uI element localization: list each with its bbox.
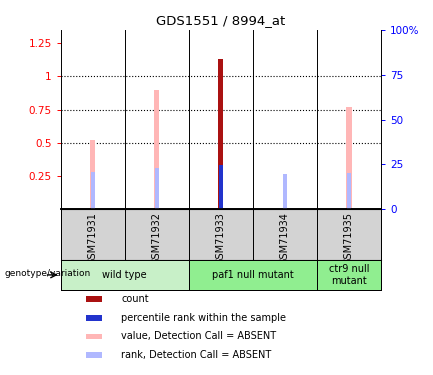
Bar: [155, 168, 158, 209]
Text: value, Detection Call = ABSENT: value, Detection Call = ABSENT: [122, 332, 277, 342]
Bar: [86, 352, 102, 358]
Bar: [86, 297, 102, 302]
Bar: [91, 172, 94, 209]
Bar: [283, 174, 287, 209]
Text: count: count: [122, 294, 149, 304]
Bar: [189, 260, 317, 290]
Text: wild type: wild type: [102, 270, 147, 280]
Text: GSM71935: GSM71935: [344, 212, 354, 265]
Text: GSM71933: GSM71933: [216, 212, 226, 265]
Text: GSM71932: GSM71932: [152, 212, 162, 265]
Bar: [346, 107, 352, 209]
Text: GSM71934: GSM71934: [280, 212, 290, 265]
Bar: [253, 209, 317, 260]
Text: ctr9 null
mutant: ctr9 null mutant: [329, 264, 369, 286]
Bar: [154, 90, 159, 209]
Bar: [347, 173, 351, 209]
Bar: [317, 209, 381, 260]
Bar: [86, 334, 102, 339]
Bar: [61, 260, 189, 290]
Text: GSM71931: GSM71931: [87, 212, 98, 265]
Text: genotype/variation: genotype/variation: [4, 268, 90, 278]
Bar: [189, 209, 253, 260]
Text: rank, Detection Call = ABSENT: rank, Detection Call = ABSENT: [122, 350, 272, 360]
Bar: [61, 209, 125, 260]
Bar: [125, 209, 189, 260]
Bar: [90, 140, 95, 209]
Bar: [218, 59, 223, 209]
Text: percentile rank within the sample: percentile rank within the sample: [122, 313, 287, 323]
Title: GDS1551 / 8994_at: GDS1551 / 8994_at: [156, 15, 285, 27]
Bar: [86, 315, 102, 321]
Text: paf1 null mutant: paf1 null mutant: [212, 270, 294, 280]
Bar: [317, 260, 381, 290]
Bar: [219, 165, 223, 209]
